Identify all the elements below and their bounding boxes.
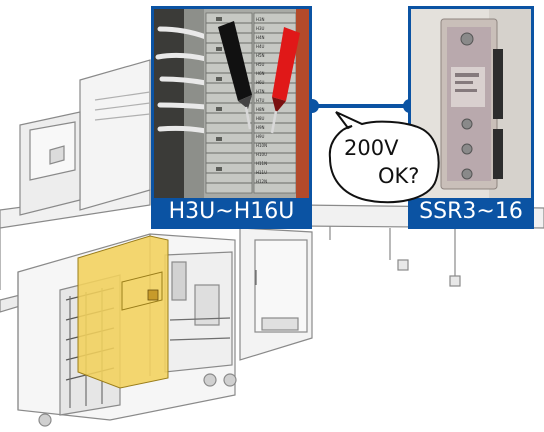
tester-probe-black-icon [218,21,252,130]
terminal-label: H3N [256,17,265,22]
terminal-label: H8N [256,107,265,112]
terminal-label: H10N [256,143,267,148]
terminal-block-photo: H3N H3U H4N H4U H5N H5U H6N H6U H7N H7U H8N H8U H9N H… [151,6,312,229]
terminal-label: H9N [256,125,265,130]
terminal-label: H5U [256,62,265,67]
terminal-label: H7U [256,98,265,103]
terminal-label: H7N [256,89,265,94]
voltage-question-line1: 200V [344,136,399,160]
terminal-label: H12N [256,179,267,184]
tester-probe-red-icon [270,27,300,134]
terminal-label: H4U [256,44,265,49]
terminal-label: H11U [256,170,267,175]
terminal-label: H11N [256,161,267,166]
terminal-label: H8U [256,116,265,121]
terminal-label: H9U [256,134,265,139]
terminal-label: H5N [256,53,265,58]
highlighted-door-panel [77,235,169,389]
relay-range-caption: SSR3~16 [411,198,531,226]
voltage-question-line2: OK? [378,164,420,188]
terminal-label: H6U [256,80,265,85]
terminal-block-icon: H3N H3U H4N H4U H5N H5U H6N H6U H7N H7U H8N H8U H9N H… [154,9,309,198]
terminal-label: H6N [256,71,265,76]
relay-photo: SSR3~16 [408,6,534,229]
terminal-label: H4N [256,35,265,40]
terminal-label: H3U [256,26,265,31]
solid-state-relay-icon [411,9,531,198]
terminal-label: H10U [256,152,267,157]
terminal-range-caption: H3U~H16U [154,198,309,226]
